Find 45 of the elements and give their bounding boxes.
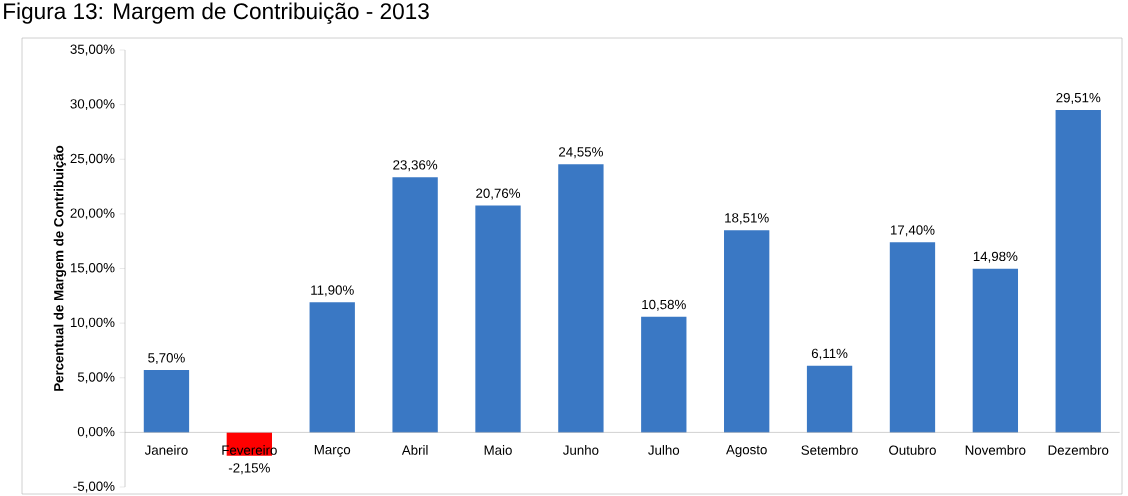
- x-tick-label: Junho: [563, 445, 599, 455]
- data-label: 20,76%: [476, 188, 521, 200]
- data-label: -2,15%: [228, 463, 270, 475]
- y-tick-label: 15,00%: [70, 263, 115, 274]
- y-tick-label: 0,00%: [77, 426, 115, 438]
- x-tick-label: Abril: [401, 445, 428, 455]
- x-tick-label: Setembro: [801, 445, 858, 455]
- chart-title: Figura 13: Margem de Contribuição - 2013: [4, 2, 429, 24]
- y-tick-label: -5,00%: [73, 481, 115, 493]
- bar: [641, 316, 687, 433]
- data-label: 17,40%: [890, 225, 935, 237]
- data-label: 23,36%: [393, 160, 438, 172]
- x-tick-label: Agosto: [726, 445, 767, 457]
- bar: [392, 177, 438, 433]
- bar: [889, 242, 936, 433]
- data-label: 18,51%: [725, 213, 769, 225]
- data-label: 5,70%: [148, 353, 185, 365]
- bar: [475, 205, 521, 433]
- x-tick-label: Dezembro: [1048, 445, 1109, 455]
- y-tick-label: 5,00%: [77, 372, 115, 384]
- x-tick-label: Novembro: [965, 445, 1026, 455]
- x-tick-label: Julho: [648, 445, 680, 455]
- data-label: 11,90%: [311, 285, 354, 297]
- bar: [143, 370, 190, 433]
- bar: [309, 302, 355, 433]
- y-axis-title: Percentual de Margem de Contribuição: [53, 145, 67, 391]
- x-tick-label: Março: [314, 445, 351, 458]
- x-tick-label: Janeiro: [144, 445, 188, 455]
- bar: [806, 365, 853, 433]
- y-tick-label: 35,00%: [70, 44, 115, 56]
- x-tick-label: Maio: [484, 445, 512, 455]
- y-tick-label: 30,00%: [70, 99, 115, 111]
- bar: [724, 230, 770, 433]
- y-tick-label: 20,00%: [70, 208, 115, 220]
- bar: [1055, 109, 1101, 433]
- bar: [558, 164, 604, 433]
- bar: [972, 268, 1019, 433]
- data-label: 29,51%: [1056, 92, 1101, 104]
- x-tick-label: Outubro: [889, 445, 936, 455]
- data-label: 14,98%: [973, 251, 1018, 263]
- y-tick-label: 25,00%: [70, 153, 115, 165]
- y-tick-label: 10,00%: [70, 317, 115, 329]
- data-label: 24,55%: [559, 147, 603, 159]
- data-label: 10,58%: [642, 299, 686, 311]
- data-label: 6,11%: [811, 348, 848, 360]
